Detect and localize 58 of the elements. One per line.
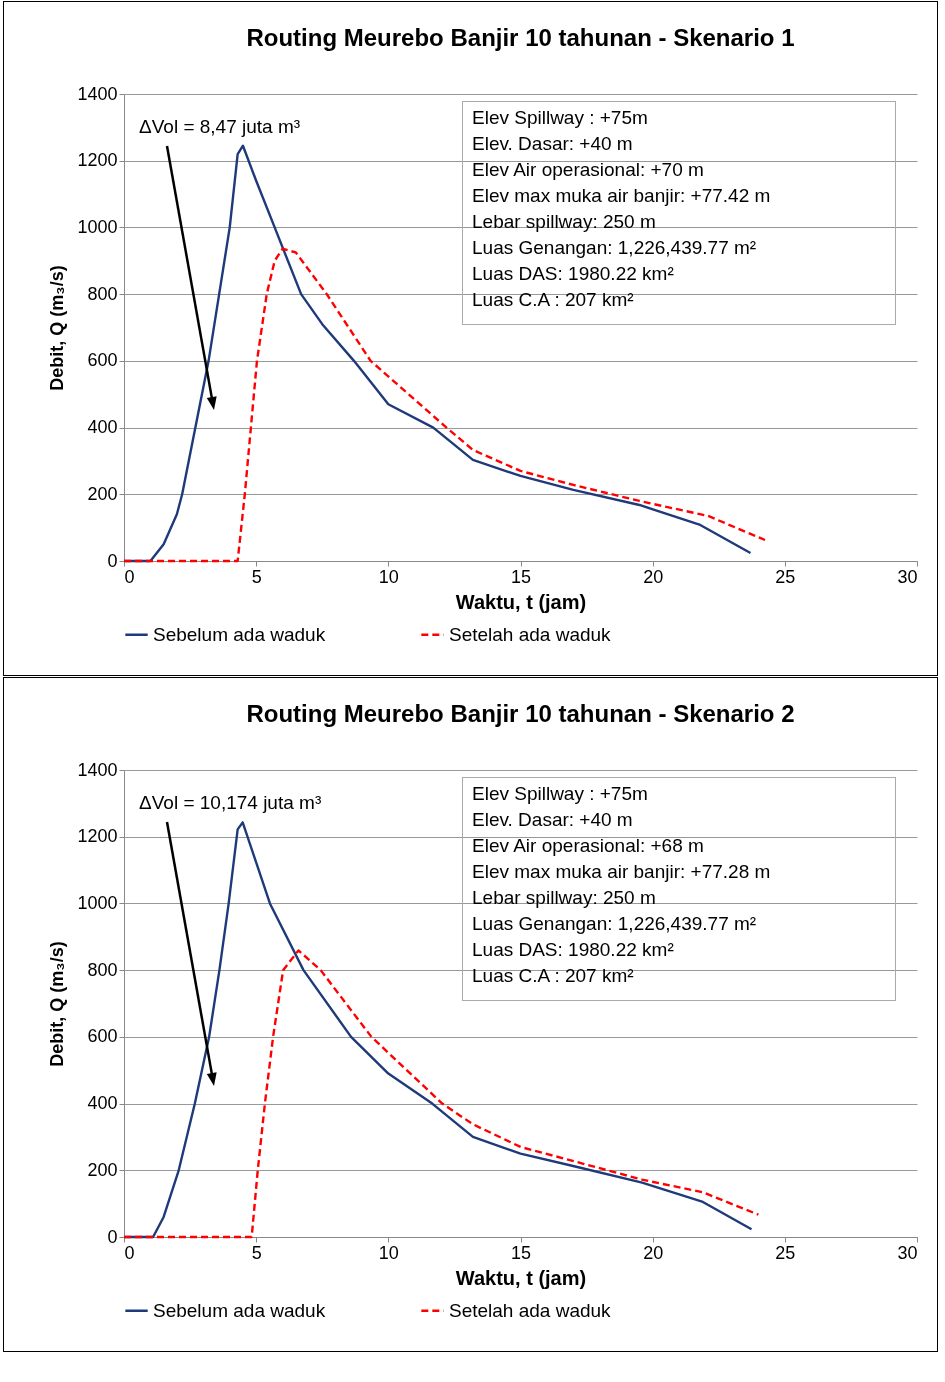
y-tick-label: 1200 bbox=[77, 150, 118, 171]
annotation: Luas C.A : 207 km² bbox=[472, 289, 634, 310]
x-tick-label: 5 bbox=[251, 1242, 262, 1263]
y-tick-label: 200 bbox=[87, 483, 118, 504]
x-tick-label: 0 bbox=[124, 566, 135, 587]
x-axis-title: Waktu, t (jam) bbox=[455, 1266, 587, 1289]
x-tick-label: 20 bbox=[643, 1242, 664, 1263]
annotation: Luas C.A : 207 km² bbox=[472, 965, 634, 986]
y-tick-label: 200 bbox=[87, 1159, 118, 1180]
annotation: Luas DAS: 1980.22 km² bbox=[472, 263, 674, 284]
annotation: ΔVol = 10,174 juta m³ bbox=[139, 792, 322, 813]
y-tick-label: 0 bbox=[107, 1226, 118, 1247]
annotation: Elev max muka air banjir: +77.42 m bbox=[472, 185, 771, 206]
annotation: Luas DAS: 1980.22 km² bbox=[472, 939, 674, 960]
y-tick-label: 600 bbox=[87, 1026, 118, 1047]
x-tick-label: 5 bbox=[251, 566, 262, 587]
annotation: Elev Spillway : +75m bbox=[472, 107, 648, 128]
annotation: Elev. Dasar: +40 m bbox=[472, 809, 633, 830]
y-tick-label: 400 bbox=[87, 417, 118, 438]
annotation: Elev. Dasar: +40 m bbox=[472, 133, 633, 154]
x-tick-label: 30 bbox=[897, 1242, 918, 1263]
y-tick-label: 800 bbox=[87, 283, 118, 304]
annotation: ΔVol = 8,47 juta m³ bbox=[139, 116, 301, 137]
y-tick-label: 1200 bbox=[77, 826, 118, 847]
annotation: Elev max muka air banjir: +77.28 m bbox=[472, 861, 771, 882]
annotation: Elev Air operasional: +70 m bbox=[472, 159, 704, 180]
annotation: Luas Genangan: 1,226,439.77 m² bbox=[472, 913, 757, 934]
annotation: Elev Air operasional: +68 m bbox=[472, 835, 704, 856]
y-axis-title: Debit, Q (m₃/s) bbox=[47, 265, 68, 391]
y-tick-label: 0 bbox=[107, 550, 118, 571]
y-tick-label: 600 bbox=[87, 350, 118, 371]
x-tick-label: 25 bbox=[775, 1242, 796, 1263]
annotation: Lebar spillway: 250 m bbox=[472, 211, 656, 232]
x-tick-label: 15 bbox=[510, 1242, 532, 1263]
x-tick-label: 15 bbox=[510, 566, 532, 587]
x-tick-label: 25 bbox=[775, 566, 796, 587]
y-tick-label: 1400 bbox=[77, 83, 118, 104]
x-tick-label: 10 bbox=[378, 1242, 399, 1263]
x-tick-label: 30 bbox=[897, 566, 918, 587]
x-tick-label: 0 bbox=[124, 1242, 135, 1263]
annotation: Lebar spillway: 250 m bbox=[472, 887, 656, 908]
x-tick-label: 20 bbox=[643, 566, 664, 587]
y-tick-label: 800 bbox=[87, 959, 118, 980]
y-tick-label: 1400 bbox=[77, 759, 118, 780]
x-axis-title: Waktu, t (jam) bbox=[455, 590, 587, 613]
x-tick-label: 10 bbox=[378, 566, 399, 587]
y-axis-title: Debit, Q (m₃/s) bbox=[47, 941, 68, 1067]
y-tick-label: 1000 bbox=[77, 892, 118, 913]
legend-label: Sebelum ada waduk bbox=[153, 1299, 326, 1321]
legend-label: Sebelum ada waduk bbox=[153, 623, 326, 645]
annotation: Luas Genangan: 1,226,439.77 m² bbox=[472, 237, 757, 258]
legend-label: Setelah ada waduk bbox=[449, 623, 612, 645]
annotation: Elev Spillway : +75m bbox=[472, 783, 648, 804]
y-tick-label: 1000 bbox=[77, 216, 118, 237]
chart-title: Routing Meurebo Banjir 10 tahunan - Skenario 1 bbox=[246, 24, 795, 51]
chart-title: Routing Meurebo Banjir 10 tahunan - Skenario 2 bbox=[246, 700, 795, 727]
y-tick-label: 400 bbox=[87, 1093, 118, 1114]
legend-label: Setelah ada waduk bbox=[449, 1299, 612, 1321]
